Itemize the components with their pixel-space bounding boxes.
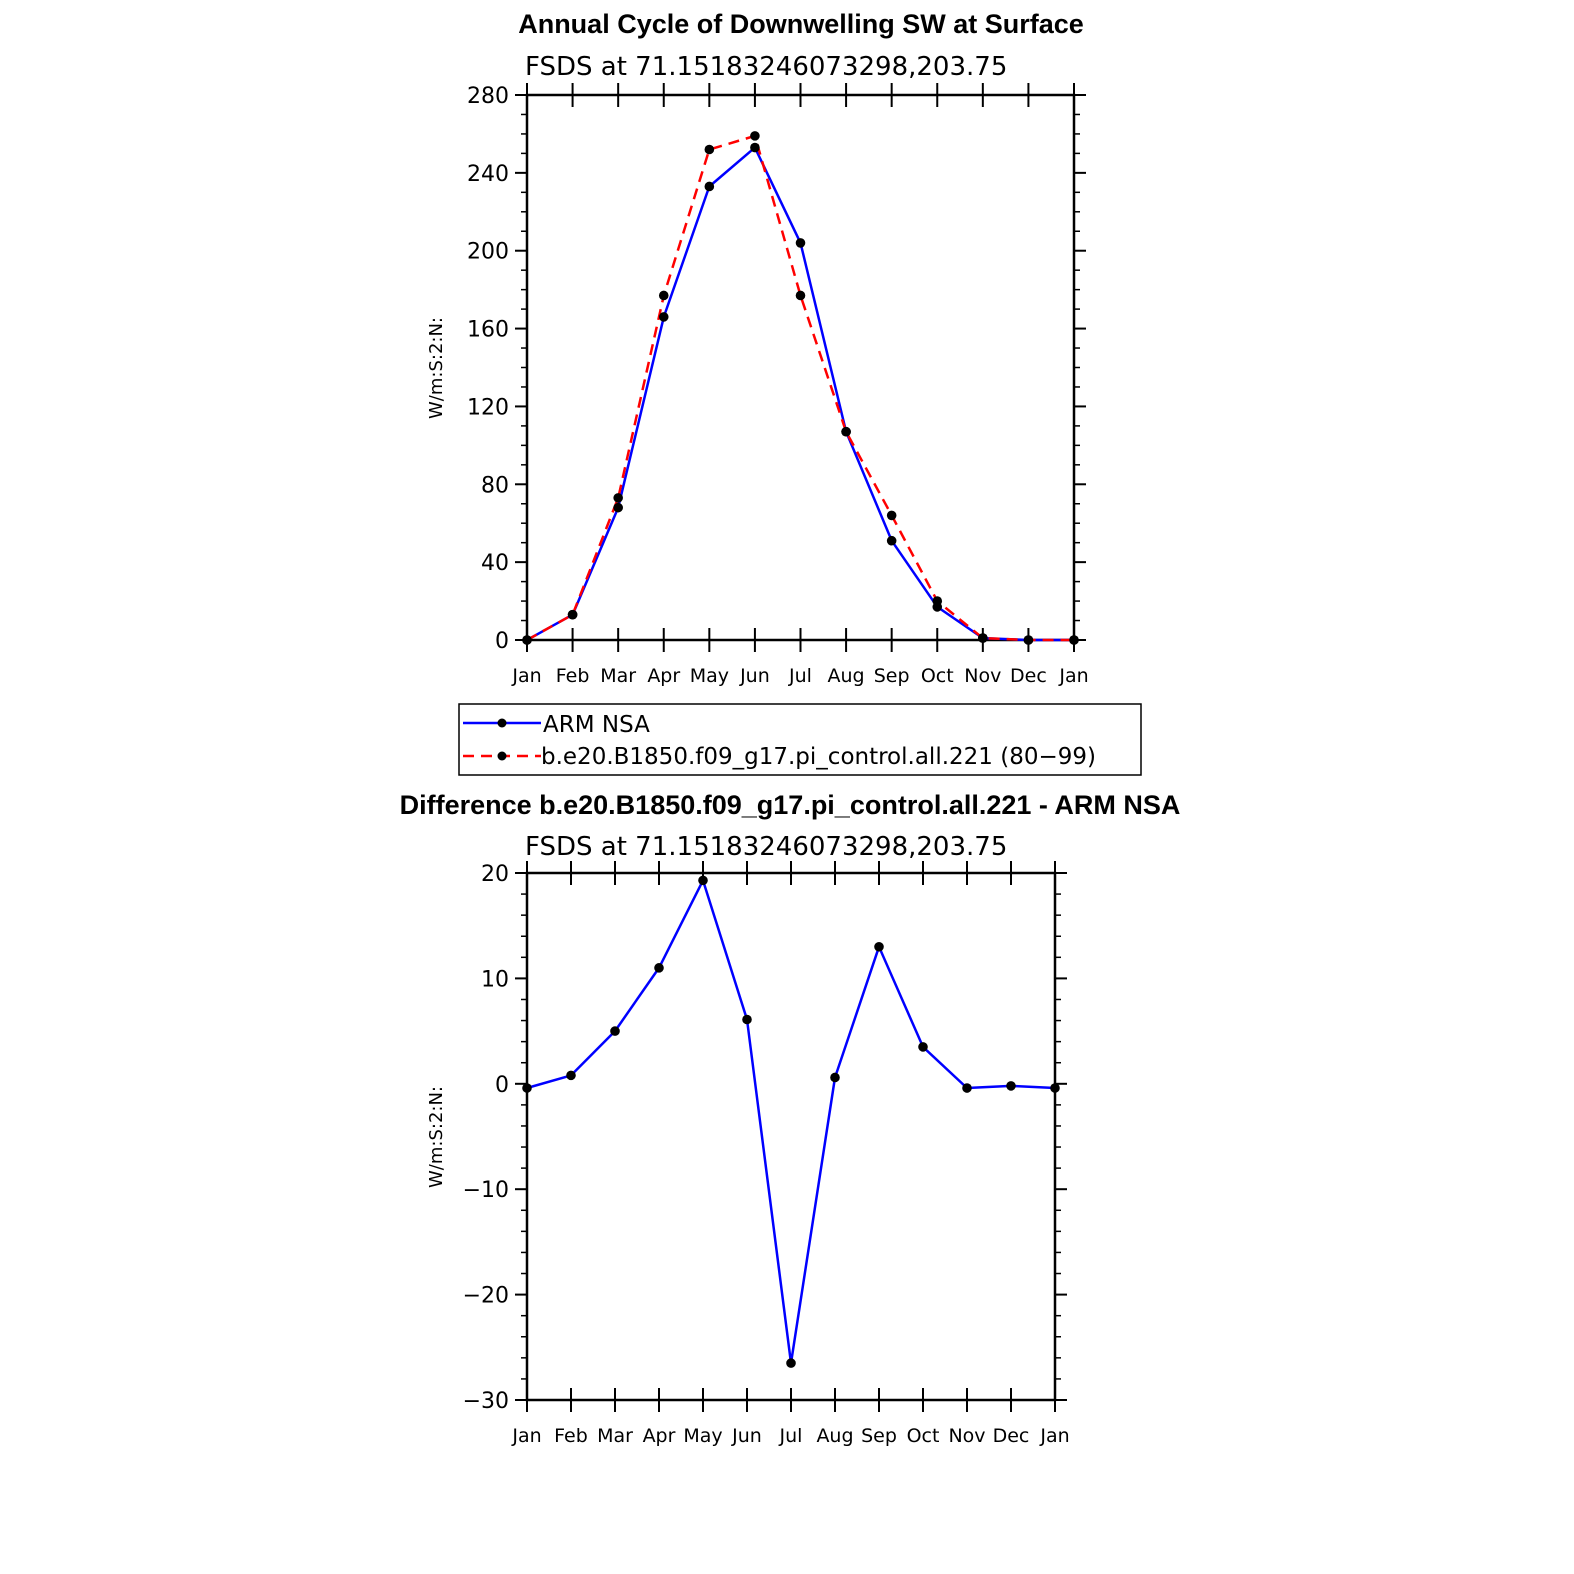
- data-point-series-0: [962, 1083, 972, 1093]
- y-tick-label: −20: [463, 1284, 509, 1309]
- y-tick-label: 200: [467, 240, 509, 265]
- legend-label-model: b.e20.B1850.f09_g17.pi_control.all.221 (…: [541, 744, 1096, 770]
- data-point-series-0: [613, 502, 623, 513]
- legend-marker-model: [497, 751, 507, 761]
- data-point-series-0: [658, 312, 669, 322]
- x-tick-label: Sep: [874, 665, 910, 687]
- plot-frame: [525, 871, 1057, 1402]
- data-point-series-0: [654, 963, 664, 973]
- data-point-series-1: [932, 596, 943, 606]
- y-tick-label: 0: [495, 629, 509, 654]
- data-point-series-1: [795, 290, 806, 301]
- x-tick-label: May: [690, 665, 729, 687]
- data-point-series-1: [613, 493, 623, 503]
- y-tick-label: −10: [463, 1178, 509, 1203]
- x-tick-label: Jun: [731, 1425, 762, 1447]
- data-point-series-0: [704, 181, 715, 192]
- plot-area: 0 40 80 120 160 200 240 280 Jan Feb Mar Apr May Jun Ju…: [467, 83, 1089, 687]
- data-point-series-0: [742, 1014, 752, 1025]
- x-tick-label: Jun: [739, 665, 770, 687]
- annual-cycle-chart: Annual Cycle of Downwelling SW at Surfac…: [426, 9, 1142, 776]
- data-point-series-1: [567, 609, 578, 620]
- data-point-series-1: [1023, 635, 1034, 645]
- chart-title: Difference b.e20.B1850.f09_g17.pi_contro…: [400, 790, 1181, 820]
- y-axis-label: W/m:S:2:N:: [426, 1086, 447, 1188]
- x-tick-label: Mar: [600, 665, 636, 687]
- legend-label-arm-nsa: ARM NSA: [543, 712, 650, 738]
- y-tick-label: 160: [467, 318, 509, 343]
- data-point-series-0: [610, 1026, 620, 1036]
- series-line-1: [526, 134, 1074, 642]
- data-point-series-0: [1050, 1083, 1060, 1093]
- x-tick-label: Jan: [511, 665, 541, 687]
- legend-item-model: b.e20.B1850.f09_g17.pi_control.all.221 (…: [463, 744, 1096, 770]
- x-tick-label: Apr: [643, 1425, 676, 1447]
- data-point-series-1: [750, 131, 760, 141]
- legend-item-arm-nsa: ARM NSA: [463, 712, 650, 738]
- x-tick-label: Feb: [554, 1425, 588, 1447]
- x-tick-label: Jan: [1039, 1425, 1069, 1447]
- data-point-series-1: [886, 510, 897, 521]
- series-line-0: [526, 879, 1056, 1365]
- x-tick-label: Aug: [816, 1425, 853, 1447]
- y-tick-label: 80: [481, 473, 509, 498]
- x-tick-label: Mar: [597, 1425, 633, 1447]
- y-tick-label: −30: [463, 1389, 509, 1414]
- data-point-series-0: [830, 1072, 840, 1083]
- data-point-series-0: [786, 1358, 796, 1368]
- x-tick-label: Sep: [861, 1425, 897, 1447]
- data-point-series-0: [698, 875, 708, 886]
- chart-title: Annual Cycle of Downwelling SW at Surfac…: [518, 9, 1084, 39]
- data-point-series-0: [522, 1083, 532, 1093]
- x-tick-label: Aug: [828, 665, 865, 687]
- data-point-series-0: [1006, 1081, 1016, 1091]
- data-point-series-0: [874, 941, 884, 952]
- plot-frame: [525, 93, 1076, 642]
- x-tick-label: Nov: [948, 1425, 985, 1447]
- chart-subtitle: FSDS at 71.15183246073298,203.75: [525, 832, 1007, 862]
- x-tick-label: Jan: [1058, 665, 1088, 687]
- x-tick-label: Jul: [788, 665, 812, 687]
- data-point-series-0: [795, 238, 806, 248]
- difference-chart: Difference b.e20.B1850.f09_g17.pi_contro…: [400, 790, 1181, 1447]
- y-tick-label: 40: [481, 551, 509, 576]
- x-tick-label: Dec: [1010, 665, 1047, 687]
- x-tick-label: May: [683, 1425, 722, 1447]
- chart-subtitle: FSDS at 71.15183246073298,203.75: [525, 52, 1007, 82]
- series-line-0: [526, 146, 1074, 642]
- data-point-series-1: [841, 426, 851, 437]
- y-tick-label: 20: [481, 862, 509, 887]
- x-tick-label: Jul: [779, 1425, 803, 1447]
- data-point-series-1: [522, 635, 532, 645]
- data-point-series-1: [658, 290, 669, 301]
- data-point-series-1: [978, 633, 988, 643]
- x-tick-label: Jan: [511, 1425, 541, 1447]
- plot-area: −30 −20 −10 0 10 20 Jan Feb Mar Apr May Jun Jul Aug Se…: [463, 861, 1070, 1447]
- x-tick-label: Feb: [556, 665, 590, 687]
- x-tick-label: Oct: [921, 665, 954, 687]
- x-tick-label: Apr: [647, 665, 680, 687]
- y-tick-label: 240: [467, 162, 509, 187]
- data-point-series-0: [750, 142, 760, 153]
- x-tick-label: Oct: [907, 1425, 940, 1447]
- y-tick-label: 120: [467, 395, 509, 420]
- data-point-series-0: [566, 1070, 576, 1081]
- data-point-series-1: [704, 144, 715, 155]
- y-axis-label: W/m:S:2:N:: [426, 317, 447, 419]
- data-point-series-1: [1069, 635, 1079, 645]
- data-point-series-0: [918, 1042, 928, 1052]
- legend: ARM NSA b.e20.B1850.f09_g17.pi_control.a…: [458, 703, 1142, 776]
- x-tick-label: Dec: [993, 1425, 1030, 1447]
- y-tick-label: 280: [467, 84, 509, 109]
- legend-marker-arm-nsa: [497, 718, 507, 728]
- legend-box: [458, 703, 1142, 776]
- y-tick-label: 0: [495, 1073, 509, 1098]
- y-tick-label: 10: [481, 967, 509, 992]
- data-point-series-0: [886, 535, 897, 546]
- x-tick-label: Nov: [964, 665, 1001, 687]
